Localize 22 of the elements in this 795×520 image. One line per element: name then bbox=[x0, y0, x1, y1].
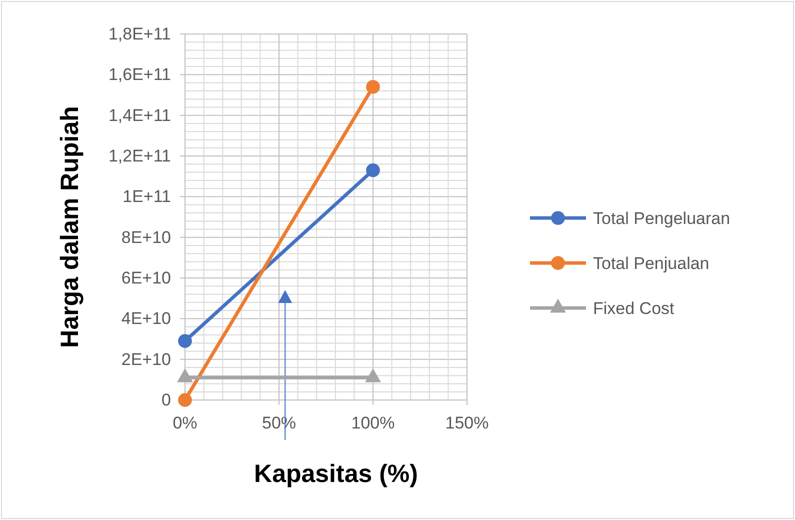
y-tick-label: 8E+10 bbox=[121, 228, 171, 247]
x-tick-label: 100% bbox=[351, 413, 395, 432]
y-tick-label: 1,8E+11 bbox=[108, 24, 171, 44]
y-tick-label: 1,6E+11 bbox=[108, 65, 171, 84]
x-axis-title: Kapasitas (%) bbox=[254, 460, 418, 488]
legend-label: Total Pengeluaran bbox=[593, 208, 730, 228]
legend-label: Total Penjualan bbox=[593, 254, 710, 273]
y-tick-label: 0 bbox=[162, 390, 171, 410]
y-tick-label: 1,2E+11 bbox=[108, 146, 171, 166]
point bbox=[366, 80, 380, 94]
y-axis-title: Harga dalam Rupiah bbox=[56, 106, 84, 348]
x-tick-label: 150% bbox=[445, 413, 489, 432]
y-tick-label: 6E+10 bbox=[121, 268, 171, 288]
y-tick-label: 1,4E+11 bbox=[108, 106, 171, 125]
y-tick-label: 2E+10 bbox=[121, 350, 171, 369]
legend-label: Fixed Cost bbox=[593, 298, 675, 318]
x-tick-label: 0% bbox=[172, 413, 198, 432]
point bbox=[366, 163, 380, 178]
point bbox=[178, 393, 192, 407]
y-tick-label: 4E+10 bbox=[121, 309, 171, 328]
y-tick-label: 1E+11 bbox=[122, 187, 171, 206]
point bbox=[178, 334, 192, 348]
